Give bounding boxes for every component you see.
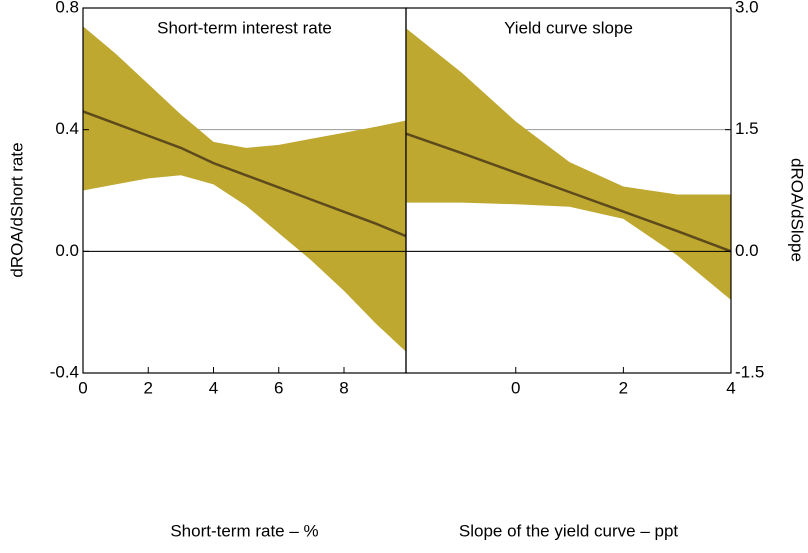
confidence-band [83,26,406,352]
y-tick-label: 0.0 [55,241,79,260]
panel-title: Short-term interest rate [157,18,332,37]
y-tick-label: 0.8 [55,0,79,16]
y-axis-label: dROA/dShort rate [7,142,26,277]
x-axis-label: Short-term rate – % [170,521,318,540]
y-tick-label: 0.0 [735,241,759,260]
x-tick-label: 4 [209,378,218,397]
y-tick-label: -1.5 [735,362,764,381]
estimate-line [82,110,407,238]
y-tick-label: 0.4 [55,119,79,138]
x-tick-label: 0 [78,378,87,397]
plot-frame [405,7,732,374]
estimate-line [405,132,732,253]
x-tick-label: 2 [619,378,628,397]
x-tick-label: 4 [726,378,735,397]
x-axis-label: Slope of the yield curve – ppt [459,521,679,540]
x-tick-label: 0 [511,378,520,397]
y-tick-label: 1.5 [735,119,759,138]
y-tick-label: -0.4 [50,362,79,381]
y-tick-label: 3.0 [735,0,759,16]
x-tick-label: 2 [144,378,153,397]
x-tick-label: 6 [274,378,283,397]
x-tick-label: 8 [339,378,348,397]
y-axis-label: dROA/dSlope [788,158,807,262]
confidence-band [406,28,731,301]
panel-title: Yield curve slope [504,18,633,37]
